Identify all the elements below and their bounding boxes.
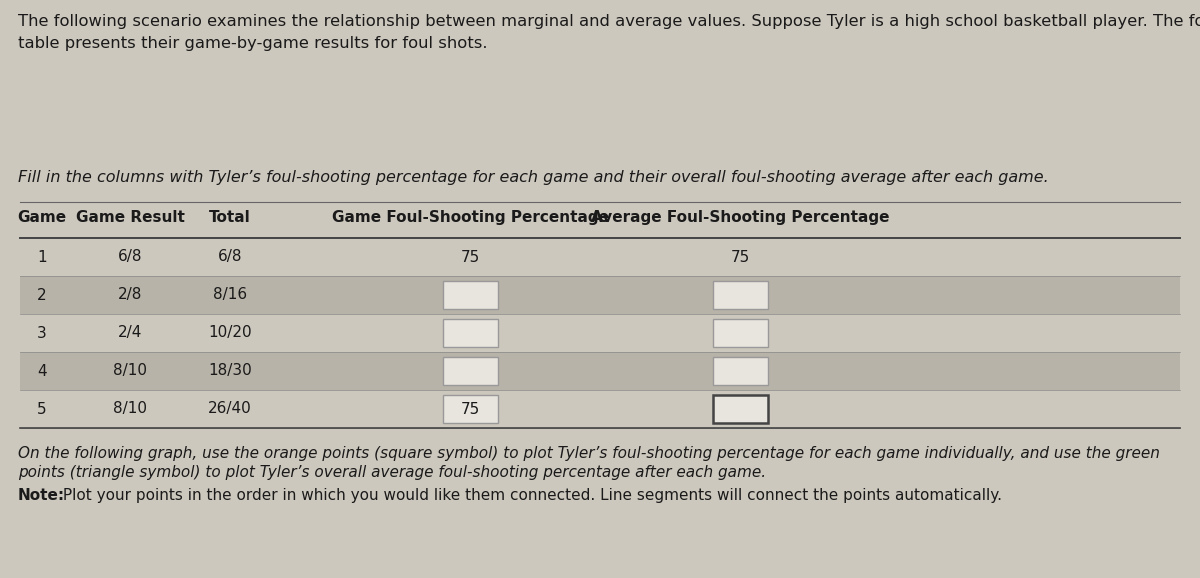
Text: 2: 2 — [37, 287, 47, 302]
Bar — [713, 319, 768, 347]
Text: points (triangle symbol) to plot Tyler’s overall average foul-shooting percentag: points (triangle symbol) to plot Tyler’s… — [18, 465, 766, 480]
Text: 6/8: 6/8 — [118, 250, 143, 265]
Text: 10/20: 10/20 — [208, 325, 252, 340]
Text: Note:: Note: — [18, 488, 65, 503]
Text: 8/10: 8/10 — [113, 364, 148, 379]
Bar — [443, 281, 498, 309]
Text: 75: 75 — [461, 250, 480, 265]
Bar — [443, 395, 498, 423]
Text: 3: 3 — [37, 325, 47, 340]
Bar — [20, 352, 1180, 390]
Text: 75: 75 — [731, 250, 750, 265]
Bar — [443, 319, 498, 347]
Text: 4: 4 — [37, 364, 47, 379]
Text: 8/10: 8/10 — [113, 402, 148, 417]
Text: Game: Game — [18, 210, 66, 225]
Text: Total: Total — [209, 210, 251, 225]
Text: 26/40: 26/40 — [208, 402, 252, 417]
Text: 2/8: 2/8 — [118, 287, 142, 302]
Text: 75: 75 — [461, 402, 480, 417]
Text: Plot your points in the order in which you would like them connected. Line segme: Plot your points in the order in which y… — [58, 488, 1002, 503]
Text: Average Foul-Shooting Percentage: Average Foul-Shooting Percentage — [590, 210, 889, 225]
Text: Fill in the columns with Tyler’s foul-shooting percentage for each game and thei: Fill in the columns with Tyler’s foul-sh… — [18, 170, 1049, 185]
Text: 8/16: 8/16 — [212, 287, 247, 302]
Text: Game Foul-Shooting Percentage: Game Foul-Shooting Percentage — [331, 210, 608, 225]
Bar — [443, 357, 498, 385]
Text: 1: 1 — [37, 250, 47, 265]
Bar — [20, 276, 1180, 314]
Text: 5: 5 — [37, 402, 47, 417]
Text: Game Result: Game Result — [76, 210, 185, 225]
Text: The following scenario examines the relationship between marginal and average va: The following scenario examines the rela… — [18, 14, 1200, 29]
Bar — [713, 281, 768, 309]
Bar — [713, 357, 768, 385]
Bar — [713, 395, 768, 423]
Text: 6/8: 6/8 — [217, 250, 242, 265]
Text: On the following graph, use the orange points (square symbol) to plot Tyler’s fo: On the following graph, use the orange p… — [18, 446, 1160, 461]
Text: table presents their game-by-game results for foul shots.: table presents their game-by-game result… — [18, 36, 487, 51]
Text: 2/4: 2/4 — [118, 325, 142, 340]
Text: 18/30: 18/30 — [208, 364, 252, 379]
